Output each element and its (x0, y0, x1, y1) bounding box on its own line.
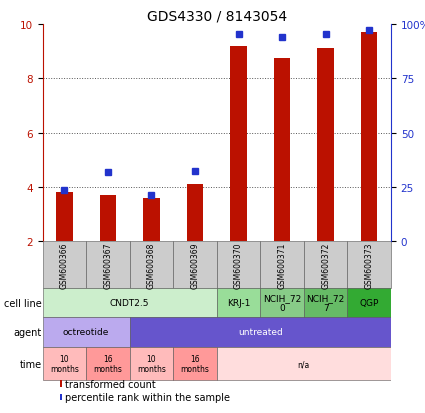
Bar (217, 347, 391, 380)
Text: GSM600372: GSM600372 (321, 242, 330, 288)
Text: GSM600370: GSM600370 (234, 242, 243, 288)
Text: agent: agent (13, 327, 42, 337)
Text: untreated: untreated (238, 328, 283, 337)
Bar (130, 242, 173, 289)
Text: time: time (20, 359, 42, 369)
Bar (260, 242, 304, 289)
Bar (173, 347, 217, 380)
Bar (347, 242, 391, 289)
Bar (217, 242, 260, 289)
Text: cell line: cell line (4, 298, 42, 308)
Bar (304, 242, 347, 289)
Bar (187, 185, 203, 242)
Text: 16
months: 16 months (94, 354, 122, 373)
Text: KRJ-1: KRJ-1 (227, 298, 250, 307)
Text: GSM600368: GSM600368 (147, 242, 156, 288)
Text: QGP: QGP (360, 298, 379, 307)
Bar (304, 289, 347, 317)
Text: GSM600366: GSM600366 (60, 242, 69, 288)
Bar (99, 196, 116, 242)
Bar (42, 347, 86, 380)
Text: GSM600373: GSM600373 (365, 242, 374, 288)
Text: GSM600371: GSM600371 (278, 242, 286, 288)
Bar (130, 317, 391, 347)
Bar (130, 347, 173, 380)
Bar (217, 289, 260, 317)
Text: GSM600367: GSM600367 (103, 242, 112, 288)
Text: 16
months: 16 months (181, 354, 210, 373)
Bar (347, 289, 391, 317)
Text: transformed count: transformed count (65, 379, 156, 389)
Bar (56, 193, 73, 242)
Text: n/a: n/a (298, 359, 310, 368)
Text: percentile rank within the sample: percentile rank within the sample (65, 392, 230, 402)
Text: CNDT2.5: CNDT2.5 (110, 298, 149, 307)
Bar (60, 394, 62, 401)
Bar (42, 242, 86, 289)
Bar (317, 49, 334, 242)
Text: NCIH_72
7: NCIH_72 7 (306, 293, 345, 313)
Bar (86, 242, 130, 289)
Bar (274, 59, 290, 242)
Text: GSM600369: GSM600369 (190, 242, 199, 288)
Bar (230, 47, 247, 242)
Text: NCIH_72
0: NCIH_72 0 (263, 293, 301, 313)
Bar (173, 242, 217, 289)
Bar (42, 317, 130, 347)
Bar (361, 33, 377, 242)
Bar (143, 199, 160, 242)
Text: 10
months: 10 months (50, 354, 79, 373)
Bar (86, 347, 130, 380)
Bar (42, 289, 217, 317)
Bar (260, 289, 304, 317)
Text: octreotide: octreotide (63, 328, 109, 337)
Title: GDS4330 / 8143054: GDS4330 / 8143054 (147, 9, 287, 24)
Text: 10
months: 10 months (137, 354, 166, 373)
Bar (60, 380, 62, 387)
